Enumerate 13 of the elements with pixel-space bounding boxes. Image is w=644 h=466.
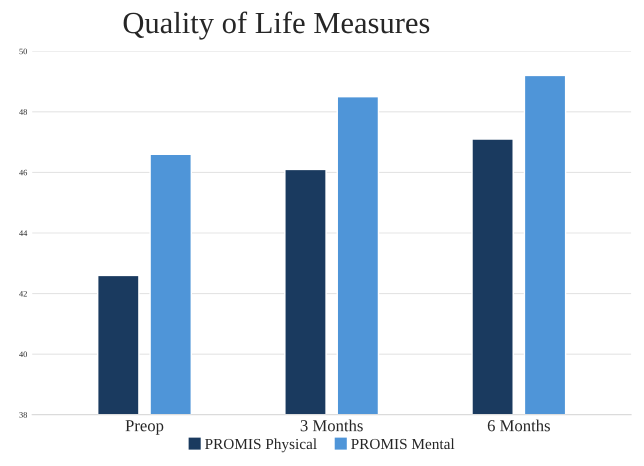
x-tick-label: Preop (126, 420, 164, 435)
legend-label: PROMIS Physical (205, 438, 317, 452)
y-tick-label: 38 (19, 412, 28, 418)
y-tick-label: 48 (19, 109, 28, 115)
x-tick-label: 3 Months (300, 420, 363, 432)
y-tick-label: 44 (19, 230, 28, 236)
y-tick-label: 46 (19, 170, 28, 176)
legend-label: PROMIS Mental (351, 438, 454, 450)
x-tick-label: 6 Months (488, 420, 550, 432)
y-tick-label: 42 (19, 290, 27, 296)
y-tick-label: 50 (19, 48, 28, 54)
y-tick-label: 40 (19, 352, 28, 358)
chart-title: Quality of Life Measures (124, 12, 430, 40)
